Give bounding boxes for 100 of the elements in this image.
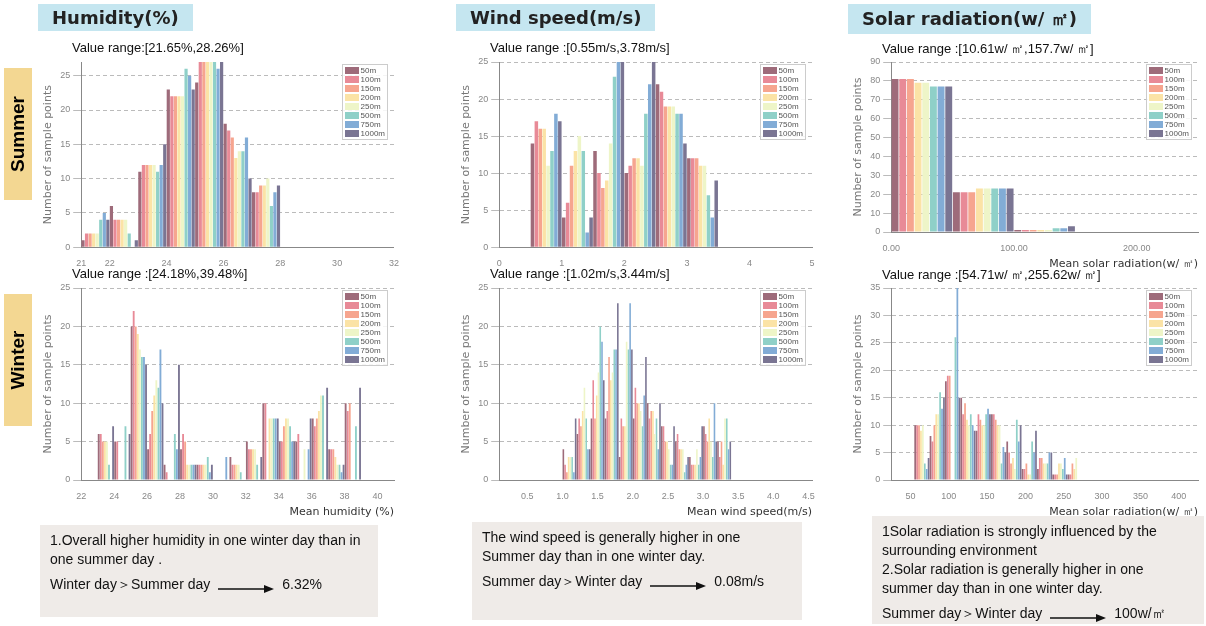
- chart-title: Wind speed(m/s): [456, 4, 656, 31]
- y-tick-label: 40: [870, 150, 881, 161]
- x-tick-label: 1.5: [591, 490, 604, 501]
- legend-label: 100m: [360, 301, 381, 310]
- x-tick-label: 32: [240, 490, 251, 501]
- x-tick-label: 200: [1017, 490, 1033, 501]
- y-axis-title: Number of sample points: [41, 314, 55, 454]
- x-tick-label: 22: [104, 258, 115, 269]
- y-tick-label: 20: [870, 188, 881, 199]
- text: The wind speed is generally higher in one Summer day than in one winter day.: [482, 528, 742, 566]
- x-tick-label: 22: [76, 490, 87, 501]
- text: Winter: [7, 330, 29, 390]
- x-tick-label: 2.0: [626, 490, 640, 501]
- text: 2.Solar radiation is generally higher in one summer day than in one winter day.: [882, 560, 1145, 598]
- legend-label: 150m: [778, 310, 799, 319]
- x-tick-label: 26: [218, 258, 229, 269]
- y-tick-label: 10: [870, 419, 881, 430]
- x-tick-label: 26: [142, 490, 153, 501]
- x-tick-label: 100.00: [1000, 242, 1028, 253]
- y-tick-label: 60: [870, 113, 881, 124]
- text: 1.Overall higher humidity in one winter day than in one summer day .: [50, 531, 362, 569]
- x-tick-label: 28: [174, 490, 185, 501]
- text: 1Solar radiation is strongly influenced by the surrounding environment: [882, 522, 1158, 560]
- legend-label: 500m: [778, 337, 799, 346]
- y-tick-label: 5: [483, 436, 489, 447]
- x-tick-label: 250: [1056, 490, 1072, 501]
- x-tick-label: 5: [809, 258, 815, 269]
- x-tick-label: 3: [684, 258, 690, 269]
- y-tick-label: 25: [478, 282, 489, 293]
- legend-label: 200m: [778, 319, 799, 328]
- x-tick-label: 4.0: [767, 490, 780, 501]
- y-tick-label: 5: [65, 207, 71, 218]
- y-tick-label: 10: [478, 167, 489, 178]
- x-tick-label: 28: [275, 258, 286, 269]
- legend-label: 750m: [778, 120, 799, 129]
- chart-title: Solar radiation(w/ ㎡): [848, 4, 1091, 34]
- legend-label: 500m: [1164, 111, 1185, 120]
- text: Winter day＞Summer day: [50, 575, 211, 594]
- legend-label: 1000m: [1164, 129, 1189, 138]
- x-tick-label: 0.5: [521, 490, 534, 501]
- text: 0.08m/s: [714, 572, 765, 591]
- legend-label: 50m: [360, 66, 377, 75]
- y-tick-label: 90: [870, 56, 881, 67]
- x-tick-label: 0: [496, 258, 502, 269]
- x-tick-label: 30: [332, 258, 343, 269]
- y-tick-label: 80: [870, 75, 881, 86]
- x-tick-label: 100: [941, 490, 957, 501]
- legend-label: 250m: [778, 328, 799, 337]
- y-tick-label: 30: [870, 309, 881, 320]
- x-axis-title: Mean solar radiation(w/ ㎡): [1049, 505, 1198, 519]
- y-tick-label: 15: [60, 138, 71, 149]
- y-tick-label: 5: [483, 204, 489, 215]
- x-tick-label: 30: [207, 490, 218, 501]
- legend-label: 250m: [1164, 102, 1185, 111]
- x-tick-label: 150: [979, 490, 995, 501]
- x-tick-label: 300: [1094, 490, 1110, 501]
- y-axis-title: Number of sample points: [851, 314, 865, 454]
- x-tick-label: 350: [1132, 490, 1148, 501]
- y-tick-label: 30: [870, 169, 881, 180]
- text: 6.32%: [282, 575, 322, 594]
- y-tick-label: 70: [870, 94, 881, 105]
- y-tick-label: 10: [60, 397, 71, 408]
- legend-label: 100m: [1164, 75, 1185, 84]
- legend-label: 500m: [1164, 337, 1185, 346]
- y-tick-label: 0: [65, 474, 71, 485]
- legend-label: 100m: [1164, 301, 1185, 310]
- legend-label: 50m: [360, 292, 377, 301]
- chart-subtitle: Value range :[24.18%,39.48%]: [72, 266, 248, 281]
- chart-subtitle: Value range:[21.65%,28.26%]: [72, 40, 244, 55]
- legend-label: 750m: [360, 120, 381, 129]
- y-tick-label: 20: [478, 93, 489, 104]
- y-tick-label: 25: [870, 337, 881, 348]
- y-tick-label: 5: [875, 447, 881, 458]
- y-axis-title: Number of sample points: [851, 77, 865, 217]
- legend-label: 1000m: [1164, 355, 1189, 364]
- x-tick-label: 0.00: [882, 242, 900, 253]
- text: Summer day＞Winter day: [482, 572, 643, 591]
- y-tick-label: 0: [875, 474, 881, 485]
- legend-label: 500m: [778, 111, 799, 120]
- y-tick-label: 10: [60, 173, 71, 184]
- x-tick-label: 2: [621, 258, 627, 269]
- legend-label: 150m: [360, 310, 381, 319]
- x-tick-label: 3.0: [696, 490, 710, 501]
- legend-label: 150m: [360, 84, 381, 93]
- legend-label: 50m: [1164, 292, 1181, 301]
- text: Summer day＞Winter day: [882, 604, 1043, 623]
- y-tick-label: 20: [60, 104, 71, 115]
- x-tick-label: 36: [306, 490, 317, 501]
- x-tick-label: 32: [388, 258, 399, 269]
- x-tick-label: 3.5: [731, 490, 745, 501]
- legend-label: 50m: [778, 66, 795, 75]
- x-tick-label: 4.5: [802, 490, 815, 501]
- legend-label: 200m: [360, 93, 381, 102]
- legend-label: 100m: [360, 75, 381, 84]
- x-tick-label: 1.0: [556, 490, 569, 501]
- x-tick-label: 200.00: [1122, 242, 1151, 253]
- y-tick-label: 5: [65, 436, 71, 447]
- legend-label: 250m: [360, 102, 381, 111]
- legend-label: 1000m: [778, 129, 803, 138]
- y-tick-label: 50: [870, 132, 881, 143]
